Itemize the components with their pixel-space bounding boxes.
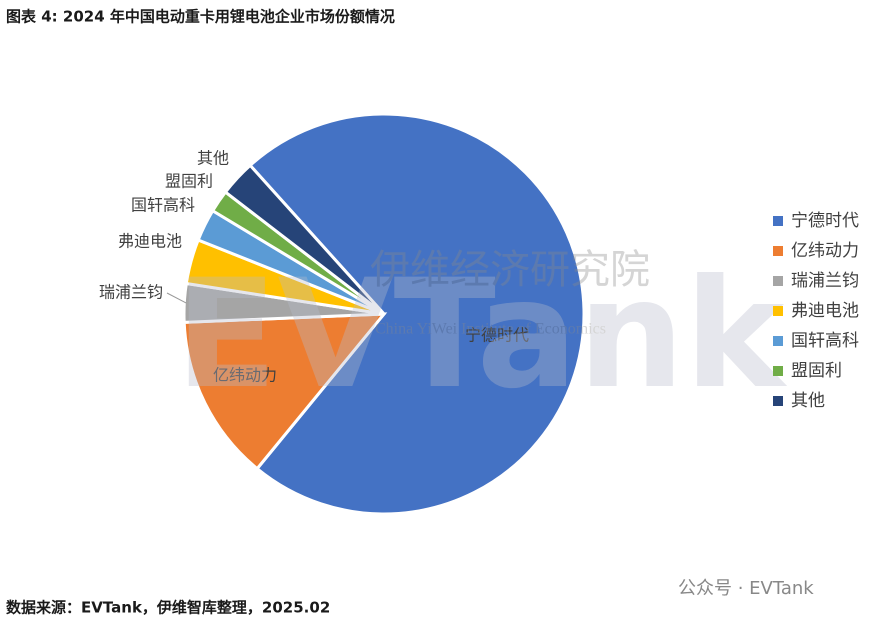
data-label: 宁德时代 [465, 326, 529, 345]
legend-label: 瑞浦兰钧 [791, 271, 859, 291]
source: 数据来源：EVTank，伊维智库整理，2025.02 [6, 599, 330, 617]
legend-label: 其他 [791, 391, 825, 411]
legend-swatch [773, 396, 783, 406]
legend-label: 宁德时代 [791, 211, 859, 231]
pie-slice [223, 163, 386, 316]
legend-swatch [773, 336, 783, 346]
pie-slice [182, 312, 388, 471]
legend-swatch [773, 216, 783, 226]
data-label: 国轩高科 [131, 196, 195, 215]
data-label: 亿纬动力 [213, 366, 277, 385]
data-label: 瑞浦兰钧 [99, 283, 163, 302]
legend-label: 盟固利 [791, 361, 842, 381]
legend-swatch [773, 246, 783, 256]
legend-swatch [773, 276, 783, 286]
data-label: 弗迪电池 [118, 232, 182, 251]
legend-swatch [773, 366, 783, 376]
data-label: 其他 [197, 149, 229, 168]
watermark: EVTank 伊维经济研究院 China YiWei Institute of … [175, 247, 788, 422]
watermark-en: China YiWei Institute of Economics [375, 321, 606, 338]
legend-label: 亿纬动力 [791, 241, 859, 261]
watermark-account: 公众号 · EVTank [678, 578, 814, 599]
pie-slice [248, 112, 586, 516]
watermark-cn: 伊维经济研究院 [370, 247, 650, 293]
legend-label: 国轩高科 [791, 331, 859, 351]
watermark-brand: EVTank [175, 248, 788, 422]
chart-title: 图表 4: 2024 年中国电动重卡用锂电池企业市场份额情况 [6, 8, 395, 26]
legend-swatch [773, 306, 783, 316]
leader-line [166, 292, 187, 304]
legend-label: 弗迪电池 [791, 301, 859, 321]
data-label: 盟固利 [165, 172, 213, 191]
